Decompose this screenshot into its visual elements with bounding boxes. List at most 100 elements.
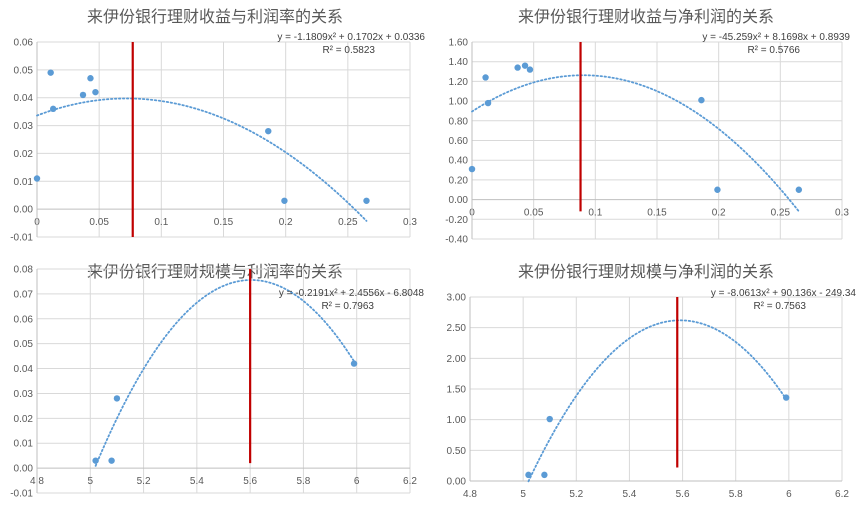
trendline-equation: y = -45.259x² + 8.1698x + 0.8939 — [702, 32, 850, 43]
y-tick-label: -0.01 — [10, 233, 33, 244]
trendline-equation: y = -8.0613x² + 90.136x - 249.34 — [711, 288, 857, 299]
data-point — [783, 394, 790, 401]
y-tick-label: 1.00 — [447, 415, 467, 426]
y-tick-label: 0.02 — [14, 414, 34, 425]
y-tick-label: 0.00 — [14, 464, 34, 475]
y-tick-label: -0.01 — [10, 489, 33, 500]
x-tick-label: 0.1 — [154, 217, 168, 228]
chart-panel-2: 来伊份银行理财收益与净利润的关系 -0.40 -0.20 0.00 0.20 0.40 0.… — [432, 0, 861, 254]
data-point — [350, 360, 358, 367]
data-point — [541, 471, 548, 479]
chart-title: 来伊份银行理财规模与利润率的关系 — [87, 262, 343, 281]
x-tick-label: 5 — [520, 489, 526, 500]
y-tick-label: 0.20 — [449, 175, 469, 186]
data-point — [79, 91, 87, 99]
y-tick-label: 0.03 — [14, 121, 34, 132]
data-point — [92, 457, 99, 464]
x-tick-label: 0.2 — [279, 217, 293, 228]
y-tick-label: 0.02 — [14, 149, 34, 160]
trendline — [36, 97, 368, 222]
trendline-r2: R² = 0.7963 — [321, 301, 374, 312]
trendline-r2: R² = 0.7563 — [753, 301, 806, 312]
trendline-equation: y = -1.1809x² + 0.1702x + 0.0336 — [277, 32, 425, 43]
x-tick-label: 4.8 — [463, 489, 477, 500]
y-tick-label: 0.00 — [447, 477, 467, 488]
chart-svg-4: 来伊份银行理财规模与净利润的关系 0.00 0.50 1.00 1.50 2.00 2.50… — [447, 262, 857, 500]
trendline-equation: y = -0.2191x² + 2.4556x - 6.8048 — [279, 288, 425, 299]
chart-title: 来伊份银行理财规模与净利润的关系 — [518, 262, 774, 281]
trendline — [527, 319, 788, 483]
y-tick-label: 0.40 — [449, 156, 469, 167]
x-tick-label: 6 — [786, 489, 792, 500]
chart-panel-1: 来伊份银行理财收益与利润率的关系 -0.01 0.00 0.01 0.02 0.03 0.0… — [0, 0, 430, 254]
y-tick-label: 0.50 — [447, 446, 467, 457]
x-tick-label: 5.4 — [190, 476, 204, 487]
y-tick-label: 1.60 — [449, 38, 469, 49]
x-tick-label: 5 — [88, 476, 94, 487]
x-tick-label: 0.25 — [771, 208, 791, 219]
x-tick-label: 0.05 — [524, 208, 544, 219]
chart-panel-4: 来伊份银行理财规模与净利润的关系 0.00 0.50 1.00 1.50 2.00 2.50… — [432, 256, 861, 509]
x-tick-label: 5.8 — [296, 476, 310, 487]
data-point — [521, 62, 529, 69]
y-tick-label: -0.20 — [445, 215, 468, 226]
data-point — [546, 415, 553, 423]
y-tick-label: 2.50 — [447, 323, 467, 334]
data-point — [795, 186, 803, 193]
x-tick-label: 0.15 — [647, 208, 667, 219]
data-point — [265, 127, 272, 135]
chart-svg-3: 来伊份银行理财规模与利润率的关系 -0.01 0.00 0.01 0.02 0.03 0.0… — [10, 262, 425, 500]
chart-svg-1: 来伊份银行理财收益与利润率的关系 -0.01 0.00 0.01 0.02 0.03 0.0… — [10, 7, 425, 244]
y-tick-label: -0.40 — [445, 235, 468, 246]
data-point — [525, 471, 532, 479]
data-point — [49, 105, 57, 113]
data-point — [47, 69, 54, 76]
x-tick-label: 0.3 — [403, 217, 417, 228]
y-tick-label: 0.04 — [14, 93, 34, 104]
y-tick-label: 0.05 — [14, 339, 34, 350]
x-tick-label: 5.8 — [729, 489, 743, 500]
x-tick-label: 6 — [354, 476, 360, 487]
data-point — [87, 75, 94, 82]
x-tick-label: 6.2 — [835, 489, 849, 500]
y-tick-label: 0.00 — [14, 205, 34, 216]
data-point — [33, 175, 41, 182]
trendline-r2: R² = 0.5823 — [322, 45, 375, 56]
data-point — [698, 96, 705, 104]
data-point — [482, 74, 489, 81]
data-point — [281, 197, 288, 204]
data-point — [363, 197, 370, 204]
data-point — [714, 186, 721, 193]
data-point — [92, 88, 99, 96]
data-point — [484, 99, 492, 107]
x-tick-label: 5.2 — [137, 476, 151, 487]
data-point — [108, 457, 115, 464]
chart-panel-3: 来伊份银行理财规模与利润率的关系 -0.01 0.00 0.01 0.02 0.03 0.0… — [0, 256, 430, 509]
x-tick-label: 5.6 — [243, 476, 257, 487]
x-tick-label: 5.6 — [676, 489, 690, 500]
y-tick-label: 0.60 — [449, 136, 469, 147]
y-tick-label: 1.00 — [449, 97, 469, 108]
x-tick-label: 0.15 — [214, 217, 234, 228]
x-tick-label: 0.25 — [338, 217, 358, 228]
y-tick-label: 1.20 — [449, 77, 469, 88]
data-point — [468, 165, 476, 173]
trendline — [471, 74, 800, 213]
y-tick-label: 0.00 — [449, 195, 469, 206]
y-tick-label: 0.03 — [14, 389, 34, 400]
data-point — [113, 395, 121, 402]
y-tick-label: 0.01 — [14, 439, 34, 450]
x-tick-label: 5.4 — [622, 489, 636, 500]
x-tick-label: 0.2 — [712, 208, 726, 219]
x-tick-label: 6.2 — [403, 476, 417, 487]
trendline — [94, 279, 355, 467]
x-tick-label: 0.3 — [835, 208, 849, 219]
y-tick-label: 0.06 — [14, 38, 34, 49]
x-tick-label: 0.1 — [588, 208, 602, 219]
y-tick-label: 1.50 — [447, 385, 467, 396]
y-tick-label: 0.04 — [14, 364, 34, 375]
x-tick-label: 0.05 — [89, 217, 109, 228]
chart-title: 来伊份银行理财收益与净利润的关系 — [518, 7, 774, 26]
chart-title: 来伊份银行理财收益与利润率的关系 — [87, 7, 343, 26]
x-tick-label: 5.2 — [569, 489, 583, 500]
